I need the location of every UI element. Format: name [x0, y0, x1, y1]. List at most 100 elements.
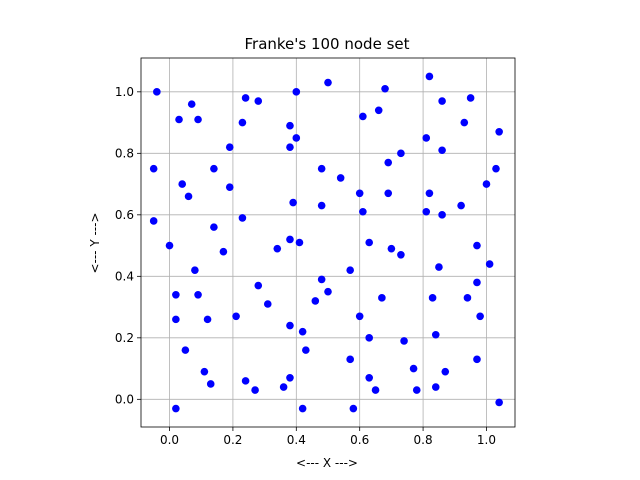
data-point: [289, 198, 297, 207]
data-point: [175, 115, 183, 124]
data-point: [241, 94, 250, 102]
x-tick-label: 0.4: [287, 433, 306, 447]
data-point: [153, 88, 161, 96]
data-point: [492, 164, 500, 173]
data-point: [172, 315, 180, 324]
data-point: [181, 346, 190, 354]
data-point: [191, 266, 199, 274]
data-point: [279, 383, 288, 391]
data-point: [422, 207, 431, 216]
axis-ticks: 0.0 0.2 0.4 0.6 0.8 1.0 0.0 0.2 0.4 0.6 0.8 1.0: [115, 85, 496, 447]
data-point: [355, 312, 364, 321]
chart-title: Franke's 100 node set: [244, 35, 409, 53]
data-point: [200, 367, 209, 376]
data-point: [203, 315, 212, 324]
data-point: [254, 281, 263, 290]
data-point: [187, 100, 196, 108]
y-tick-label: 0.0: [115, 392, 134, 406]
data-point: [463, 294, 472, 302]
plot-frame: [140, 57, 516, 428]
data-point: [184, 192, 193, 201]
data-point: [149, 217, 158, 225]
data-point: [273, 244, 282, 253]
data-point: [225, 183, 234, 191]
y-tick-label: 0.8: [115, 146, 134, 160]
data-point: [431, 383, 440, 391]
y-tick-label: 0.6: [115, 208, 134, 222]
data-point: [365, 238, 374, 247]
y-tick-label: 1.0: [115, 85, 134, 99]
data-point: [355, 189, 364, 198]
data-point: [409, 364, 418, 373]
data-point: [292, 134, 301, 142]
data-points: [149, 72, 503, 413]
data-point: [311, 297, 320, 305]
x-axis-label: <--- X --->: [296, 456, 358, 470]
y-tick-label: 0.4: [115, 269, 134, 283]
y-tick-label: 0.2: [115, 331, 134, 345]
data-point: [359, 207, 367, 216]
data-point: [286, 235, 294, 244]
data-point: [206, 380, 215, 388]
data-point: [397, 251, 405, 259]
data-point: [438, 146, 446, 155]
data-point: [495, 398, 503, 407]
data-point: [254, 97, 263, 105]
data-point: [425, 72, 434, 81]
data-point: [412, 386, 421, 394]
data-point: [387, 244, 396, 253]
data-point: [384, 189, 393, 198]
data-point: [400, 337, 408, 345]
data-point: [219, 247, 228, 256]
data-point: [457, 201, 465, 210]
data-point: [428, 294, 437, 302]
data-point: [225, 143, 234, 151]
data-point: [286, 321, 294, 330]
y-axis-label: <--- Y --->: [88, 212, 102, 273]
data-point: [194, 115, 202, 124]
data-point: [286, 121, 294, 130]
data-point: [346, 266, 354, 274]
data-point: [473, 278, 481, 287]
data-point: [241, 377, 250, 385]
data-point: [435, 263, 443, 271]
x-tick-label: 0.2: [223, 433, 242, 447]
data-point: [194, 290, 202, 299]
data-point: [466, 94, 475, 102]
data-point: [359, 112, 367, 121]
data-point: [371, 386, 380, 394]
data-point: [317, 275, 326, 284]
data-point: [292, 88, 301, 96]
x-tick-label: 0.6: [350, 433, 369, 447]
data-point: [384, 158, 393, 167]
data-point: [397, 149, 405, 158]
data-point: [238, 214, 247, 222]
data-point: [286, 143, 294, 151]
data-point: [482, 180, 491, 188]
data-point: [438, 97, 446, 105]
data-point: [298, 404, 307, 413]
data-point: [441, 367, 450, 376]
data-point: [378, 294, 386, 302]
data-point: [438, 211, 446, 219]
data-point: [365, 374, 374, 382]
data-point: [232, 312, 240, 321]
data-point: [349, 404, 358, 413]
data-point: [374, 106, 383, 115]
data-point: [425, 189, 434, 198]
x-tick-label: 0.0: [160, 433, 179, 447]
data-point: [473, 241, 481, 250]
x-tick-label: 0.8: [414, 433, 433, 447]
data-point: [324, 287, 332, 296]
data-point: [422, 134, 431, 142]
data-point: [298, 327, 307, 336]
data-point: [149, 164, 158, 173]
data-point: [178, 180, 187, 188]
data-point: [172, 404, 180, 413]
data-point: [172, 290, 180, 299]
data-point: [165, 241, 174, 250]
data-point: [317, 164, 326, 173]
data-point: [476, 312, 484, 321]
data-point: [286, 374, 294, 382]
